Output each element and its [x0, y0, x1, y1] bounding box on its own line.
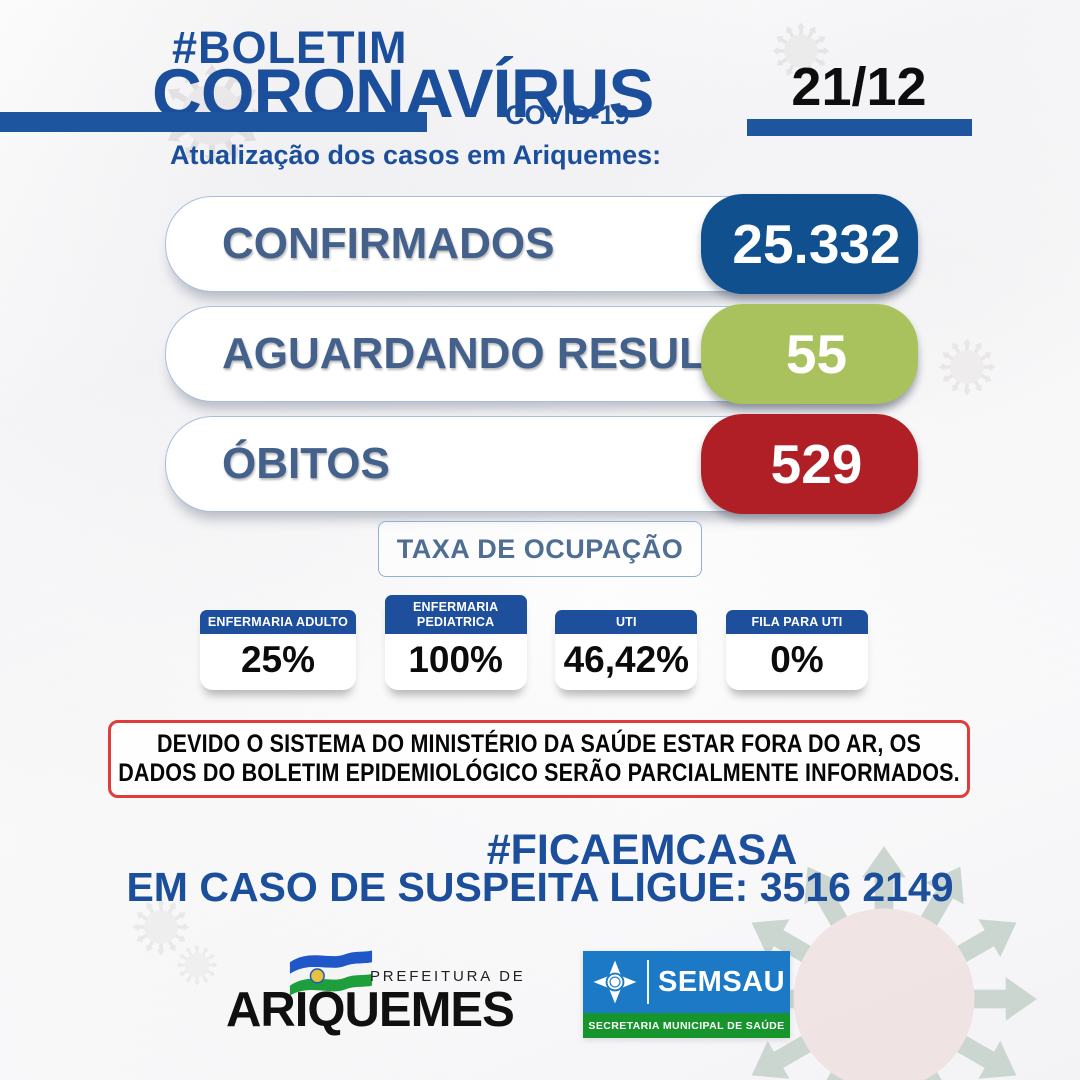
semsau-emblem-icon [593, 960, 637, 1004]
card-enfermaria-pediatrica: ENFERMARIA PEDIATRICA 100% [384, 595, 527, 690]
semsau-subtitle: SECRETARIA MUNICIPAL DE SAÚDE [588, 1019, 785, 1032]
stat-value-badge: 55 [701, 304, 918, 404]
notice-text: DEVIDO O SISTEMA DO MINISTÉRIO DA SAÚDE … [118, 730, 960, 787]
card-value: 46,42% [563, 639, 690, 680]
card-value: 0% [770, 639, 824, 680]
phone-line: EM CASO DE SUSPEITA LIGUE: 3516 2149 [126, 864, 954, 910]
stat-value-badge: 529 [701, 414, 918, 514]
notice-box: DEVIDO O SISTEMA DO MINISTÉRIO DA SAÚDE … [108, 720, 970, 798]
card-uti: UTI 46,42% [555, 609, 698, 690]
stat-row-confirmed: CONFIRMADOS 25.332 [165, 194, 918, 294]
semsau-name: SEMSAU [658, 965, 786, 998]
occupancy-cards-row: ENFERMARIA ADULTO 25% ENFERMARIA PEDIATR… [200, 595, 868, 690]
stay-home-hashtag: #FICAEMCASA [486, 826, 798, 874]
card-header: FILA PARA UTI [725, 609, 868, 634]
occupancy-title-box: TAXA DE OCUPAÇÃO [378, 521, 702, 577]
card-fila-para-uti: FILA PARA UTI 0% [725, 609, 868, 690]
virus-watermark-icon [938, 338, 996, 396]
covid-label: COVID-19 [505, 100, 630, 130]
card-value: 100% [408, 639, 503, 680]
update-line: Atualização dos casos em Ariquemes: [170, 140, 662, 170]
date-underline-bar [747, 119, 972, 136]
stat-row-pending: AGUARDANDO RESULTADO 55 [165, 304, 918, 404]
semsau-blue-band: SEMSAU [583, 951, 790, 1013]
prefeitura-name: ARIQUEMES [226, 983, 515, 1037]
card-header: ENFERMARIA ADULTO [200, 609, 356, 634]
semsau-green-band: SECRETARIA MUNICIPAL DE SAÚDE [583, 1013, 790, 1038]
bulletin-hashtag-title: #BOLETIM [172, 22, 408, 73]
card-value: 25% [240, 639, 316, 680]
stat-value-badge: 25.332 [701, 194, 918, 294]
prefeitura-ariquemes-logo: PREFEITURA DE ARIQUEMES [222, 942, 562, 1052]
stat-row-deaths: ÓBITOS 529 [165, 414, 918, 514]
stat-label: CONFIRMADOS [222, 219, 555, 268]
semsau-logo: SEMSAU SECRETARIA MUNICIPAL DE SAÚDE [583, 951, 790, 1038]
title-underline-bar [0, 112, 427, 132]
card-header: UTI [555, 609, 698, 634]
card-enfermaria-adulto: ENFERMARIA ADULTO 25% [200, 609, 356, 690]
prefeitura-top-label: PREFEITURA DE [370, 968, 526, 985]
stat-label: ÓBITOS [222, 439, 390, 488]
bulletin-date: 21/12 [791, 57, 927, 117]
virus-watermark-icon [176, 944, 218, 986]
semsau-divider [647, 960, 649, 1004]
card-header: ENFERMARIA PEDIATRICA [384, 595, 527, 634]
ariquemes-flag-icon [289, 950, 373, 996]
